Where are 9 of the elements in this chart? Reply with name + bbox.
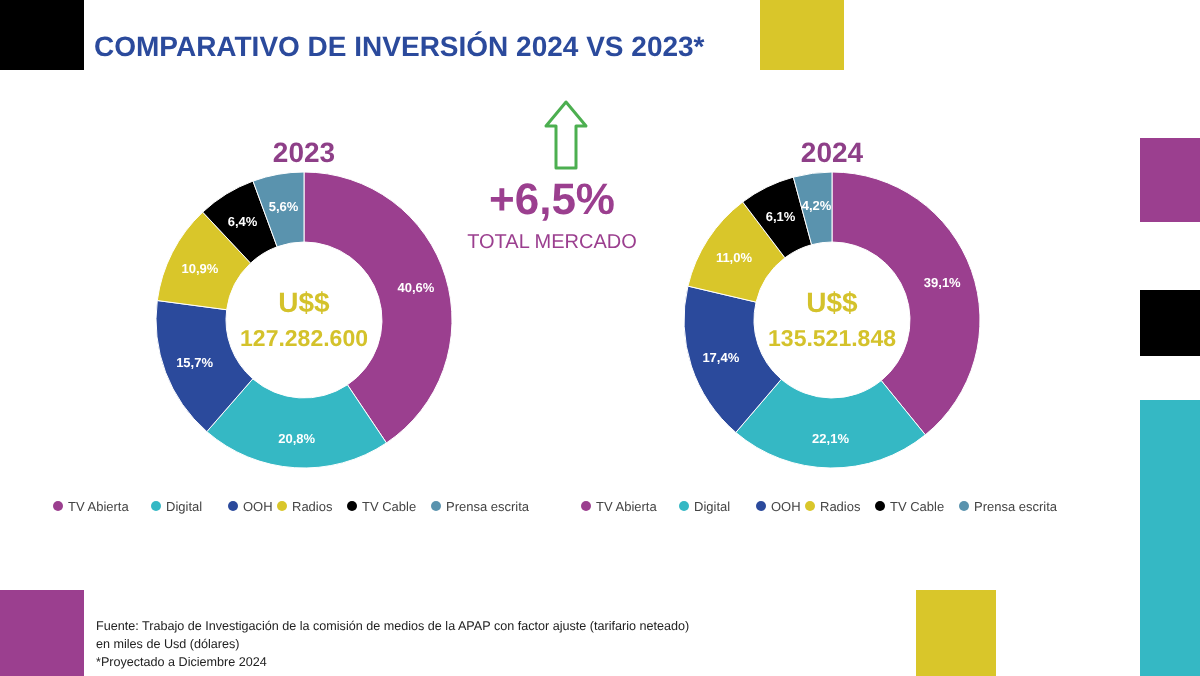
text: 135.521.848 xyxy=(768,328,898,352)
text: +6,5% xyxy=(489,174,615,224)
chart-title: 2024 xyxy=(800,136,864,168)
text: 127.282.600 xyxy=(240,328,368,352)
text: COMPARATIVO DE INVERSIÓN 2024 VS 2023* xyxy=(94,30,706,62)
text: U$$ xyxy=(806,286,859,318)
text: U$$ xyxy=(278,286,331,318)
chart-title: 2023 xyxy=(272,136,336,168)
text: TOTAL MERCADO xyxy=(467,232,638,254)
